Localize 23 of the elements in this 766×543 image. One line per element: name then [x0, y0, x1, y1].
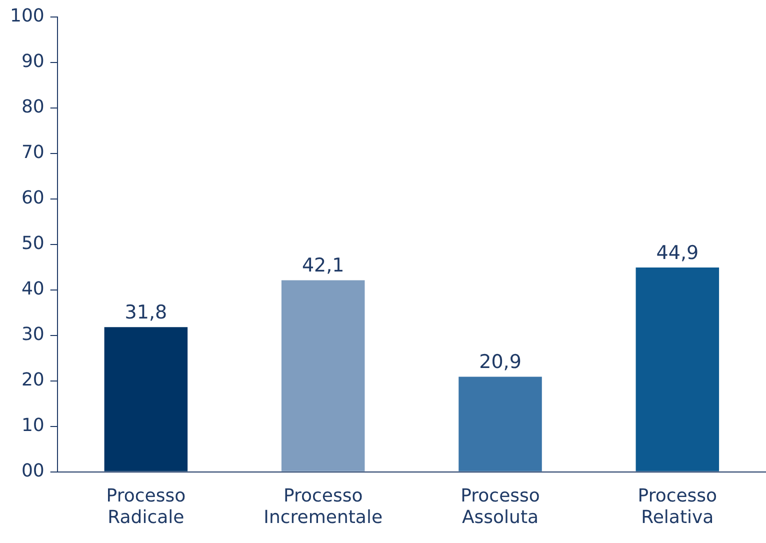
y-tick-label: 60 [21, 187, 44, 208]
y-tick-label: 70 [21, 142, 44, 163]
bar [458, 376, 542, 472]
data-label: 44,9 [656, 242, 699, 264]
bar [636, 268, 720, 472]
y-tick-label: 30 [21, 324, 44, 345]
y-tick-label: 100 [10, 5, 44, 26]
x-tick-label: Processo Incrementale [264, 485, 383, 528]
data-label: 20,9 [479, 351, 522, 374]
y-tick-label: 00 [21, 460, 44, 482]
x-tick-label: Processo Relativa [638, 485, 718, 528]
y-tick-label: 90 [21, 50, 44, 72]
x-tick-label: Processo Assoluta [460, 485, 540, 528]
x-tick-label: Processo Radicale [106, 485, 186, 528]
y-tick-label: 50 [21, 232, 44, 254]
y-tick-label: 40 [21, 278, 44, 300]
y-tick-label: 80 [21, 96, 44, 118]
bar [281, 280, 365, 472]
y-tick-label: 10 [21, 414, 44, 436]
bar [104, 327, 188, 472]
data-label: 42,1 [302, 254, 344, 277]
y-tick-label: 20 [21, 369, 44, 390]
data-label: 31,8 [124, 302, 168, 324]
